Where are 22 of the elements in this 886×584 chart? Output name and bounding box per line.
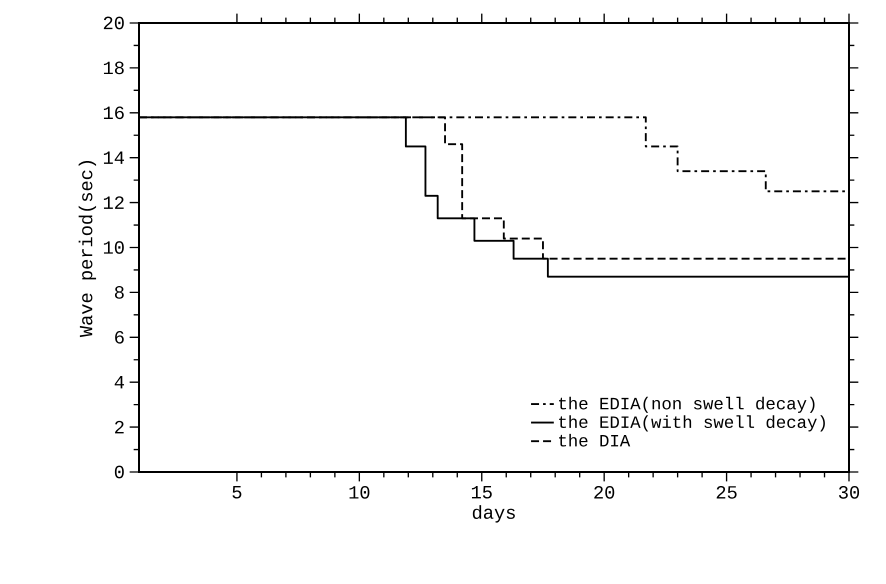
x-tick-label: 5: [232, 486, 242, 499]
y-tick-label: 14: [104, 152, 124, 164]
y-tick-label: 20: [104, 16, 124, 30]
x-tick-label: 10: [350, 486, 370, 499]
x-axis-title: days: [472, 505, 515, 523]
y-tick-label: 0: [114, 466, 124, 478]
y-tick-label: 2: [115, 420, 124, 434]
x-tick-label: 20: [594, 486, 614, 499]
y-axis-title: Wave period(sec): [78, 161, 96, 338]
x-tick-label: 25: [716, 486, 737, 499]
legend-label: the EDIA(non swell decay): [559, 396, 814, 413]
x-tick-label: 30: [838, 486, 860, 499]
y-tick-label: 10: [104, 241, 124, 254]
y-tick-label: 8: [114, 286, 124, 299]
y-tick-label: 4: [114, 376, 124, 388]
legend-label: the EDIA(with swell decay): [559, 415, 825, 432]
y-tick-label: 12: [104, 196, 124, 209]
x-tick-label: 15: [472, 486, 492, 499]
legend-label: the DIA: [559, 434, 630, 447]
y-tick-label: 6: [115, 330, 124, 344]
y-tick-label: 18: [104, 62, 124, 74]
y-tick-label: 16: [104, 106, 124, 120]
